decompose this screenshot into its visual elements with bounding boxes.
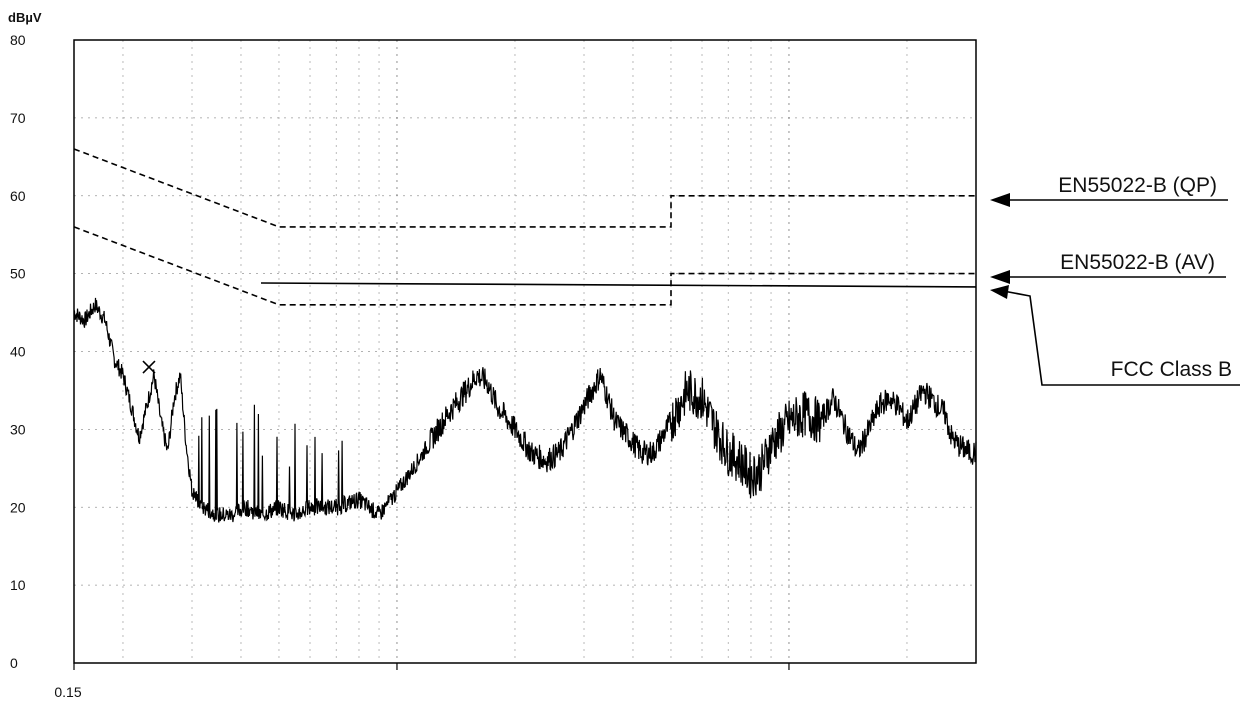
- fcc-class-b-limit-line: [260, 282, 977, 288]
- en55022-qp-limit-line: [73, 148, 976, 228]
- y-tick-label: 30: [10, 421, 26, 437]
- av-arrow-icon: [990, 270, 1010, 284]
- peak-marker-icon: [142, 360, 156, 374]
- y-axis-unit: dBµV: [8, 10, 42, 25]
- y-tick-label: 0: [10, 655, 18, 671]
- y-tick-label: 50: [10, 266, 26, 282]
- y-axis-ticks: 80 70 60 50 40 30 20 10 0: [10, 32, 26, 671]
- y-tick-label: 70: [10, 110, 26, 126]
- qp-limit-label: EN55022-B (QP): [1058, 174, 1217, 197]
- measured-emission-line: [73, 297, 977, 523]
- y-tick-label: 80: [10, 32, 26, 48]
- y-tick-label: 10: [10, 577, 26, 593]
- av-limit-label: EN55022-B (AV): [1060, 251, 1215, 274]
- y-tick-label: 40: [10, 344, 26, 360]
- y-tick-label: 20: [10, 499, 26, 515]
- fcc-arrow-icon: [990, 285, 1009, 299]
- fcc-label-leader-line: [997, 289, 1240, 386]
- en55022-av-limit-line: [73, 226, 976, 306]
- peak-marker-stroke: [142, 360, 156, 374]
- x-tick-label-start: 0.15: [54, 684, 81, 700]
- fcc-limit-label: FCC Class B: [1111, 358, 1232, 381]
- grid: [73, 40, 976, 670]
- plot-frame: [73, 39, 977, 664]
- qp-arrow-icon: [990, 193, 1010, 207]
- y-tick-label: 60: [10, 188, 26, 204]
